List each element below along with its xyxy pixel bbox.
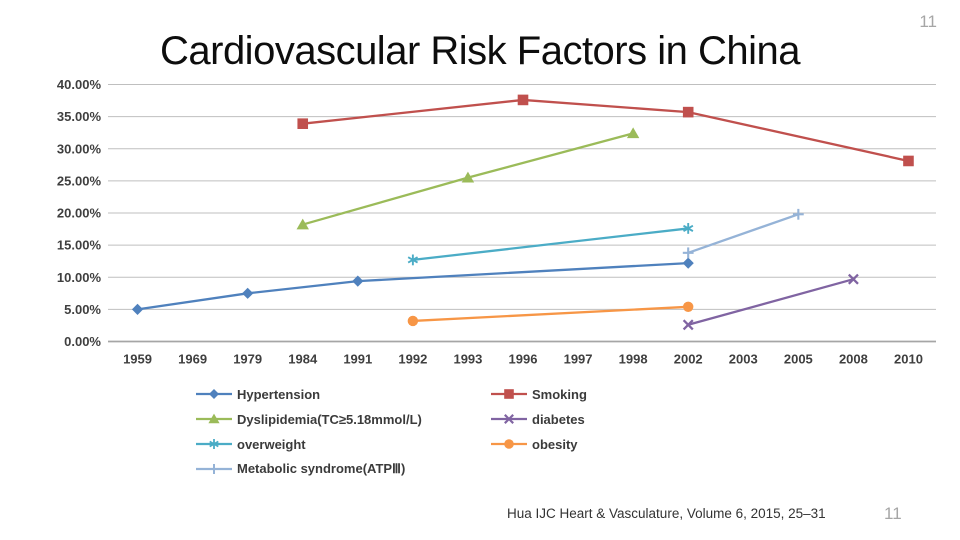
smoking-marker-icon bbox=[297, 118, 309, 129]
smoking-marker-icon bbox=[903, 155, 914, 167]
chart-legend: Hypertension Dyslipidemia(TC≥5.18mmol/L) o… bbox=[0, 386, 960, 486]
legend-label: Hypertension bbox=[237, 386, 321, 402]
citation-text: Hua IJC Heart & Vasculature, Volume 6, 2… bbox=[507, 506, 826, 521]
legend-label: overweight bbox=[237, 436, 306, 452]
y-axis-tick-label: 20.00% bbox=[57, 206, 102, 221]
legend-column-2: Smoking diabetes obesity bbox=[490, 386, 587, 461]
y-axis-tick-label: 15.00% bbox=[57, 238, 102, 253]
metabolic-syndrome-atp-marker-icon bbox=[682, 247, 694, 259]
series-line-metabolic-syndrome-atp bbox=[687, 213, 799, 254]
diabetes-marker-icon bbox=[682, 319, 694, 331]
obesity-marker-icon bbox=[407, 315, 419, 327]
legend-column-1: Hypertension Dyslipidemia(TC≥5.18mmol/L) o… bbox=[195, 386, 422, 486]
x-axis-tick-label: 2003 bbox=[729, 352, 758, 367]
overweight-marker-icon bbox=[407, 254, 419, 266]
dyslipidemia-tc-5-18mmol-l-marker-icon bbox=[626, 127, 640, 139]
series-obesity bbox=[407, 301, 694, 327]
series-hypertension bbox=[131, 257, 694, 315]
legend-label: Smoking bbox=[532, 386, 587, 402]
y-axis-tick-label: 0.00% bbox=[64, 334, 101, 349]
series-line-diabetes bbox=[687, 278, 854, 326]
y-axis-tick-label: 10.00% bbox=[57, 270, 102, 285]
slide-number-top: 11 bbox=[919, 12, 937, 31]
x-axis-tick-label: 1969 bbox=[178, 352, 207, 367]
legend-item-obesity: obesity bbox=[490, 436, 587, 452]
legend-label: Dyslipidemia(TC≥5.18mmol/L) bbox=[237, 411, 422, 427]
series-diabetes bbox=[682, 273, 859, 331]
dyslipidemia-tc-5-18mmol-l-marker-icon bbox=[196, 413, 232, 424]
y-axis-tick-label: 40.00% bbox=[57, 77, 102, 92]
overweight-marker-icon bbox=[683, 223, 694, 234]
x-axis-tick-label: 1992 bbox=[398, 352, 427, 367]
diabetes-marker-icon bbox=[491, 414, 527, 424]
obesity-marker-icon bbox=[491, 439, 527, 449]
smoking-marker-icon bbox=[682, 106, 694, 118]
series-line-smoking bbox=[302, 98, 909, 163]
hypertension-marker-icon bbox=[352, 275, 364, 287]
series-line-overweight bbox=[412, 227, 689, 262]
legend-item-hypertension: Hypertension bbox=[195, 386, 422, 402]
series-smoking bbox=[297, 94, 914, 167]
hypertension-marker-icon bbox=[682, 257, 694, 269]
x-axis-tick-label: 1991 bbox=[343, 352, 372, 367]
y-axis-tick-label: 5.00% bbox=[64, 302, 101, 317]
dyslipidemia-tc-5-18mmol-l-marker-icon bbox=[296, 218, 309, 230]
legend-item-smoking: Smoking bbox=[490, 386, 587, 402]
diabetes-marker-icon bbox=[847, 273, 859, 285]
smoking-marker-icon bbox=[517, 94, 529, 106]
legend-label: diabetes bbox=[532, 411, 585, 427]
slide-title: Cardiovascular Risk Factors in China bbox=[159, 29, 801, 73]
overweight-marker-icon bbox=[196, 439, 232, 449]
x-axis-tick-label: 2002 bbox=[674, 352, 703, 367]
legend-item-diabetes: diabetes bbox=[490, 411, 587, 427]
x-axis-tick-label: 1997 bbox=[564, 352, 593, 367]
legend-label: Metabolic syndrome(ATPⅢ) bbox=[237, 461, 406, 476]
x-axis-tick-label: 1959 bbox=[123, 352, 152, 367]
x-axis-tick-label: 1998 bbox=[619, 352, 648, 367]
dyslipidemia-tc-5-18mmol-l-marker-icon bbox=[461, 171, 475, 183]
metabolic-syndrome-atp-marker-icon bbox=[196, 464, 232, 474]
x-axis-tick-label: 1979 bbox=[233, 352, 262, 367]
x-axis-tick-label: 2005 bbox=[784, 352, 813, 367]
x-axis-tick-label: 2008 bbox=[839, 352, 868, 367]
y-axis-tick-label: 30.00% bbox=[57, 141, 102, 156]
smoking-marker-icon bbox=[491, 389, 527, 399]
legend-label: obesity bbox=[532, 436, 578, 452]
series-line-obesity bbox=[412, 305, 689, 323]
hypertension-marker-icon bbox=[131, 303, 144, 315]
x-axis-tick-label: 1996 bbox=[509, 352, 538, 367]
legend-item-metabolic-syndrome-atp: Metabolic syndrome(ATPⅢ) bbox=[195, 461, 422, 477]
series-line-hypertension bbox=[137, 261, 689, 311]
series-dyslipidemia-tc-5-18mmol-l bbox=[296, 127, 640, 230]
legend-item-overweight: overweight bbox=[195, 436, 422, 452]
legend-item-dyslipidemia-tc-5-18mmol-l: Dyslipidemia(TC≥5.18mmol/L) bbox=[195, 411, 422, 427]
x-axis-tick-label: 2010 bbox=[894, 352, 923, 367]
x-axis-tick-label: 1993 bbox=[453, 352, 482, 367]
risk-factors-line-chart: 0.00% 5.00% 10.00% 15.00% 20.00% 25.00% 30.00%… bbox=[57, 77, 936, 367]
series-overweight bbox=[407, 223, 694, 266]
series-metabolic-syndrome-atp bbox=[682, 208, 804, 259]
hypertension-marker-icon bbox=[196, 389, 232, 399]
y-axis-tick-label: 25.00% bbox=[57, 173, 102, 188]
y-axis-tick-label: 35.00% bbox=[57, 109, 102, 124]
obesity-marker-icon bbox=[683, 301, 694, 313]
hypertension-marker-icon bbox=[242, 287, 254, 299]
x-axis-tick-label: 1984 bbox=[288, 352, 318, 367]
metabolic-syndrome-atp-marker-icon bbox=[792, 208, 804, 220]
slide-number-bottom: 11 bbox=[884, 504, 902, 523]
